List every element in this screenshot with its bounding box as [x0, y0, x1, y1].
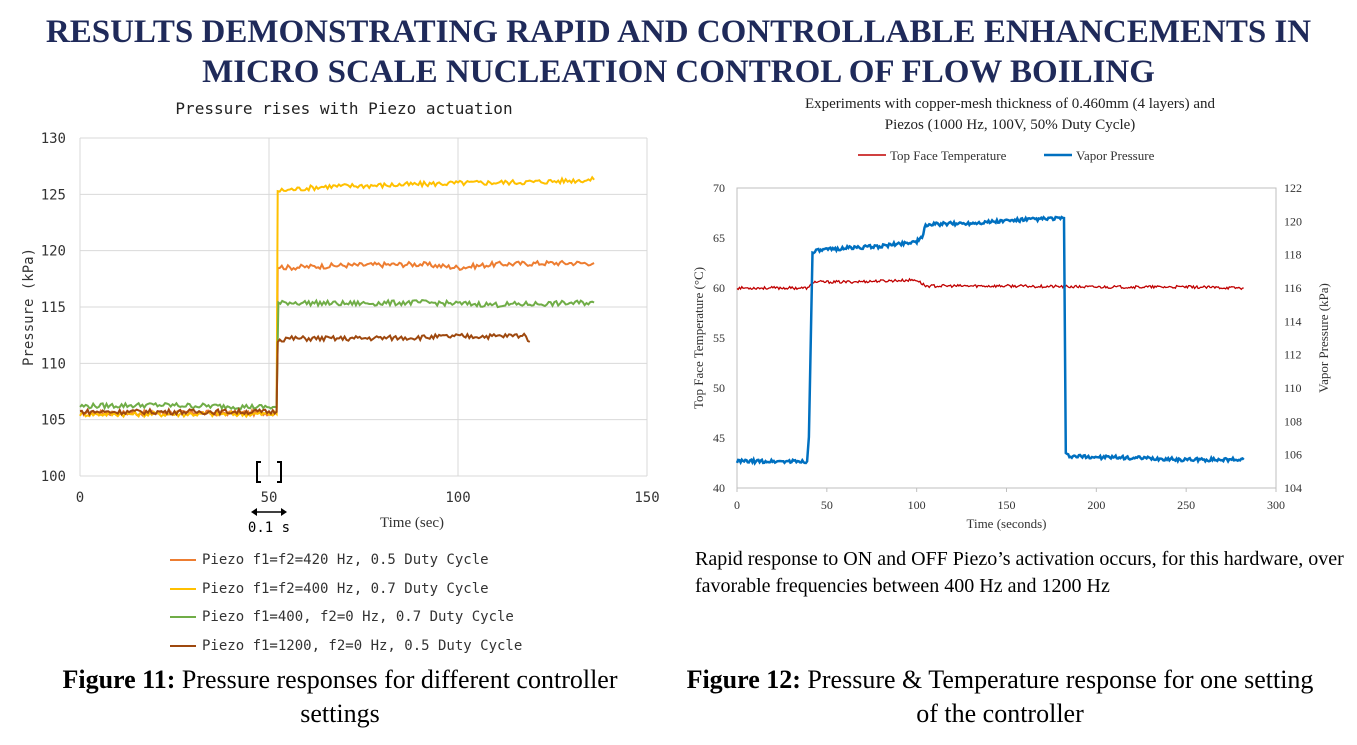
- figure12-caption: Figure 12: Pressure & Temperature respon…: [680, 663, 1320, 731]
- chart2-xtick-label: 200: [1087, 498, 1105, 512]
- figure11-caption: Figure 11: Pressure responses for differ…: [20, 663, 660, 731]
- chart1-title: Pressure rises with Piezo actuation: [175, 99, 512, 118]
- chart2-ytick-label: 45: [713, 431, 725, 445]
- chart1-xtick-label: 150: [634, 490, 659, 506]
- chart1-ytick-label: 115: [41, 300, 66, 316]
- chart2-xtick-label: 50: [821, 498, 833, 512]
- chart2-y2tick-label: 114: [1284, 314, 1302, 328]
- chart1-xtick-label: 100: [445, 490, 470, 506]
- figure12-caption-label: Figure 12:: [686, 665, 801, 694]
- chart2-series-line: [735, 215, 1245, 466]
- chart2-y2tick-label: 112: [1284, 348, 1302, 362]
- chart2-ytick-label: 50: [713, 381, 725, 395]
- chart2-xtick-label: 250: [1177, 498, 1195, 512]
- chart1-series-line: [79, 298, 595, 411]
- chart2-xtick-label: 300: [1267, 498, 1285, 512]
- chart2-legend-label: Vapor Pressure: [1076, 148, 1155, 163]
- chart2-xtick-label: 150: [998, 498, 1016, 512]
- figure11-caption-text: Pressure responses for different control…: [181, 665, 618, 728]
- chart1-series-line: [79, 175, 595, 419]
- chart2-xtick-label: 100: [908, 498, 926, 512]
- figure11-caption-label: Figure 11:: [62, 665, 176, 694]
- chart1-xlabel: Time (sec): [380, 515, 444, 531]
- chart1-legend-item: Piezo f1=400, f2=0 Hz, 0.7 Duty Cycle: [170, 603, 522, 632]
- chart2-y2tick-label: 116: [1284, 281, 1302, 295]
- chart1-xtick-label: 0: [76, 490, 84, 506]
- chart2-ylabel: Top Face Temperature (°C): [691, 267, 706, 409]
- chart1-ytick-label: 110: [41, 356, 66, 372]
- figure12-caption-text: Pressure & Temperature response for one …: [807, 665, 1314, 728]
- chart1-ytick-label: 120: [41, 244, 66, 260]
- chart1-legend-item: Piezo f1=f2=420 Hz, 0.5 Duty Cycle: [170, 546, 522, 575]
- pressure-temperature-chart: Experiments with copper-mesh thickness o…: [691, 96, 1331, 531]
- chart1-legend-label: Piezo f1=400, f2=0 Hz, 0.7 Duty Cycle: [202, 609, 514, 626]
- chart1-legend-swatch: [170, 587, 196, 590]
- chart2-ytick-label: 60: [713, 281, 725, 295]
- chart1-legend-swatch: [170, 644, 196, 647]
- chart2-plot-area: [736, 187, 1277, 489]
- chart2-title-line2: Piezos (1000 Hz, 100V, 50% Duty Cycle): [885, 117, 1136, 133]
- pressure-chart: Pressure rises with Piezo actuation 100 10…: [21, 99, 660, 536]
- chart1-legend-item: Piezo f1=f2=400 Hz, 0.7 Duty Cycle: [170, 575, 522, 604]
- page-title-line2: MICRO SCALE NUCLEATION CONTROL OF FLOW B…: [202, 54, 1155, 90]
- chart2-y2tick-label: 118: [1284, 248, 1302, 262]
- chart1-legend-item: Piezo f1=1200, f2=0 Hz, 0.5 Duty Cycle: [170, 632, 522, 661]
- chart1-ytick-label: 130: [41, 131, 66, 147]
- chart1-legend-label: Piezo f1=1200, f2=0 Hz, 0.5 Duty Cycle: [202, 637, 523, 654]
- chart2-y2tick-label: 120: [1284, 214, 1302, 228]
- chart1-annotation-label: 0.1 s: [248, 520, 290, 536]
- chart1-legend-swatch: [170, 616, 196, 619]
- chart1-ytick-label: 105: [41, 413, 66, 429]
- chart1-xtick-label: 50: [261, 490, 278, 506]
- chart2-y2tick-label: 104: [1284, 481, 1302, 495]
- chart1-ytick-label: 100: [41, 469, 66, 485]
- response-note: Rapid response to ON and OFF Piezo’s act…: [695, 548, 1344, 597]
- chart1-legend: Piezo f1=f2=420 Hz, 0.5 Duty Cycle Piezo …: [170, 546, 522, 660]
- chart1-series-line: [79, 332, 531, 417]
- chart2-title-line1: Experiments with copper-mesh thickness o…: [805, 96, 1216, 112]
- chart2-ytick-label: 65: [713, 231, 725, 245]
- chart2-y2tick-label: 110: [1284, 381, 1302, 395]
- chart1-annotation-bracket: [256, 461, 282, 483]
- chart2-y2tick-label: 122: [1284, 181, 1302, 195]
- chart1-legend-label: Piezo f1=f2=400 Hz, 0.7 Duty Cycle: [202, 580, 489, 597]
- chart2-y2label: Vapor Pressure (kPa): [1316, 283, 1331, 393]
- chart2-ytick-label: 70: [713, 181, 725, 195]
- chart2-ytick-label: 55: [713, 331, 725, 345]
- chart2-series-line: [736, 277, 1244, 291]
- chart2-legend-label: Top Face Temperature: [890, 148, 1007, 163]
- chart2-xlabel: Time (seconds): [966, 516, 1046, 531]
- chart2-y2tick-label: 108: [1284, 414, 1302, 428]
- chart2-ytick-label: 40: [713, 481, 725, 495]
- chart1-ytick-label: 125: [41, 187, 66, 203]
- chart1-legend-swatch: [170, 559, 196, 562]
- page-title-line1: RESULTS DEMONSTRATING RAPID AND CONTROLL…: [45, 14, 1312, 50]
- chart1-ylabel: Pressure (kPa): [21, 248, 37, 366]
- chart2-xtick-label: 0: [734, 498, 740, 512]
- chart2-y2tick-label: 106: [1284, 448, 1302, 462]
- chart1-legend-label: Piezo f1=f2=420 Hz, 0.5 Duty Cycle: [202, 552, 489, 569]
